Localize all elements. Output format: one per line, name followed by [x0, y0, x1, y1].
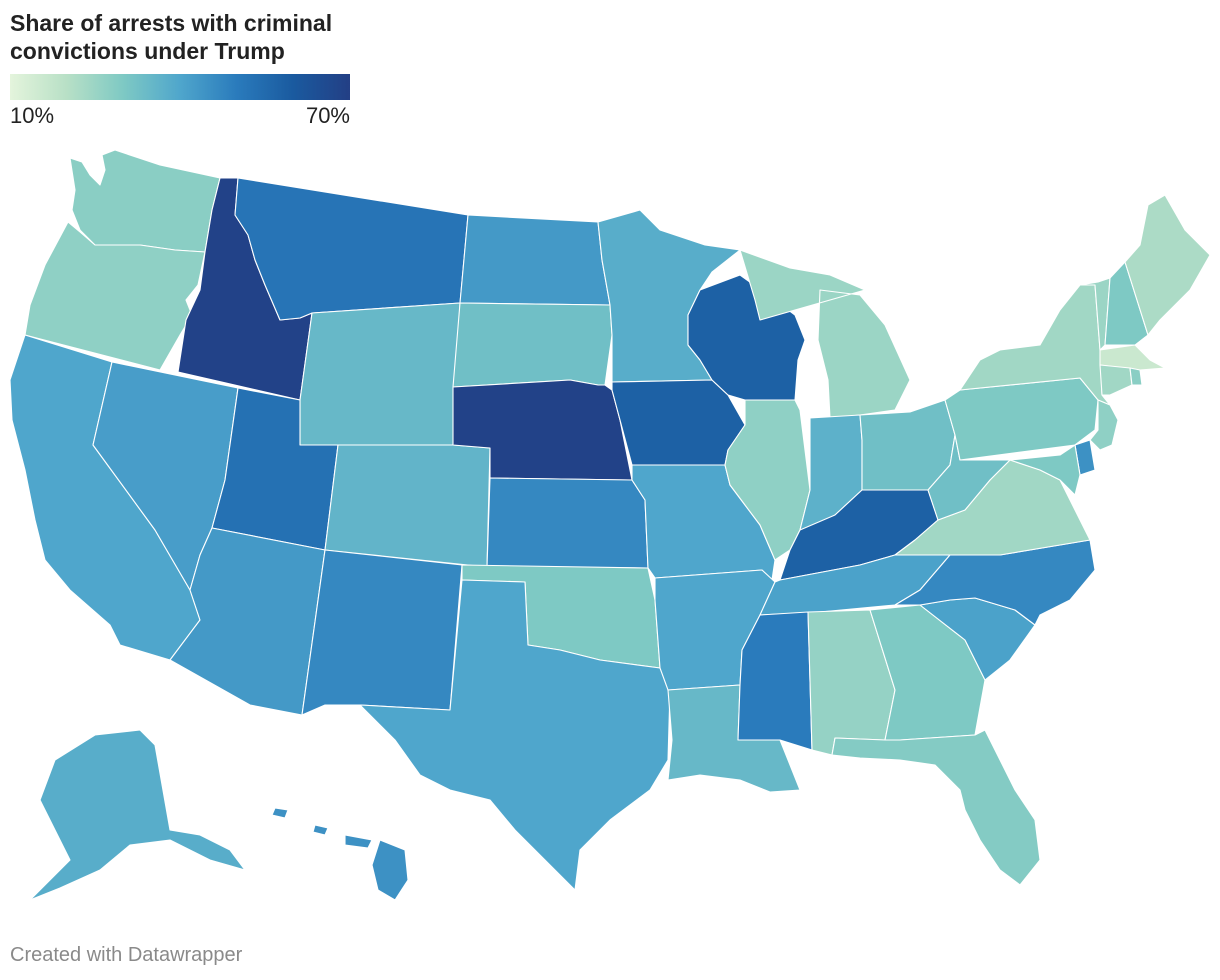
color-legend-bar: [10, 74, 350, 100]
state-NM[interactable]: [301, 549, 463, 716]
state-MS[interactable]: [737, 611, 813, 751]
state-WV[interactable]: [927, 434, 1011, 521]
state-NJ[interactable]: [1089, 399, 1119, 451]
state-IL[interactable]: [724, 399, 811, 561]
state-FL[interactable]: [831, 729, 1041, 886]
state-NH[interactable]: [1104, 261, 1149, 346]
state-KS[interactable]: [486, 477, 649, 569]
state-AK[interactable]: [29, 729, 246, 901]
state-RI[interactable]: [1129, 367, 1143, 386]
legend-max-label: 70%: [305, 103, 350, 128]
state-MD[interactable]: [1009, 444, 1081, 496]
state-ME[interactable]: [1124, 194, 1211, 336]
state-WY[interactable]: [299, 302, 461, 446]
state-CT[interactable]: [1099, 364, 1133, 396]
state-MI[interactable]: [739, 249, 911, 419]
state-SD[interactable]: [452, 302, 613, 388]
state-HI[interactable]: [271, 807, 409, 901]
state-WA[interactable]: [69, 149, 221, 253]
legend-min-label: 10%: [10, 103, 55, 128]
state-ND[interactable]: [459, 214, 611, 306]
state-CO[interactable]: [324, 444, 491, 568]
attribution-credit: Created with Datawrapper: [10, 944, 243, 966]
state-OR[interactable]: [24, 221, 206, 371]
map-title: Share of arrests with criminal convictio…: [10, 10, 333, 64]
state-TX[interactable]: [359, 579, 671, 891]
